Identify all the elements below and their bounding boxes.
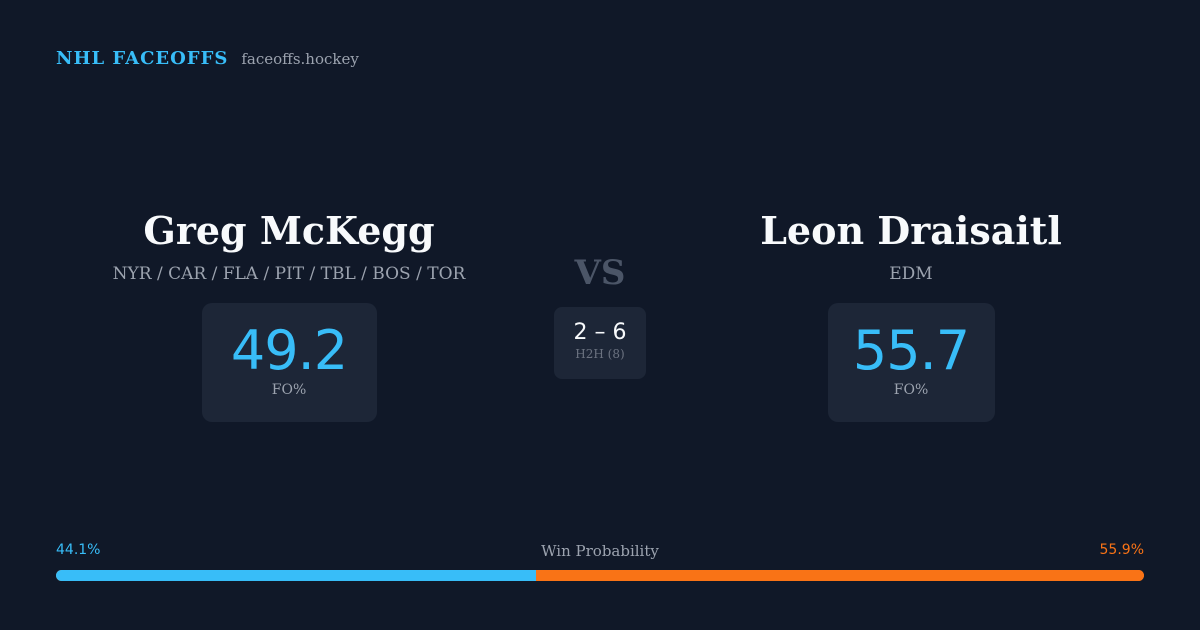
versus-label: VS	[574, 253, 626, 293]
head-to-head-label: H2H (8)	[575, 347, 625, 361]
head-to-head-score: 2 – 6	[573, 320, 627, 345]
brand-header: NHL FACEOFFS faceoffs.hockey	[56, 48, 359, 69]
faceoff-percentage: 49.2	[230, 319, 348, 382]
faceoff-stat-box: 49.2 FO%	[201, 303, 377, 422]
win-probability-bar-right	[535, 570, 1144, 581]
faceoff-label: FO%	[893, 382, 929, 398]
win-probability-labels: 44.1% Win Probability 55.9%	[56, 542, 1144, 562]
player-teams: EDM	[889, 264, 933, 284]
brand-title: NHL FACEOFFS	[56, 48, 229, 69]
faceoff-label: FO%	[271, 382, 307, 398]
win-probability-bar-left	[56, 570, 536, 581]
win-probability-bar	[56, 570, 1144, 581]
player-name: Greg McKegg	[143, 208, 435, 253]
player-teams: NYR / CAR / FLA / PIT / TBL / BOS / TOR	[112, 264, 466, 284]
player-card-right: Leon Draisaitl EDM 55.7 FO%	[651, 205, 1171, 422]
brand-site: faceoffs.hockey	[241, 50, 359, 68]
faceoff-percentage: 55.7	[852, 319, 970, 382]
win-probability-right: 55.9%	[1099, 542, 1144, 558]
faceoff-stat-box: 55.7 FO%	[827, 303, 995, 422]
player-card-left: Greg McKegg NYR / CAR / FLA / PIT / TBL …	[29, 205, 549, 422]
win-probability-title: Win Probability	[541, 542, 659, 560]
win-probability-left: 44.1%	[56, 542, 101, 558]
player-name: Leon Draisaitl	[760, 208, 1062, 253]
head-to-head-box: 2 – 6 H2H (8)	[554, 307, 646, 379]
